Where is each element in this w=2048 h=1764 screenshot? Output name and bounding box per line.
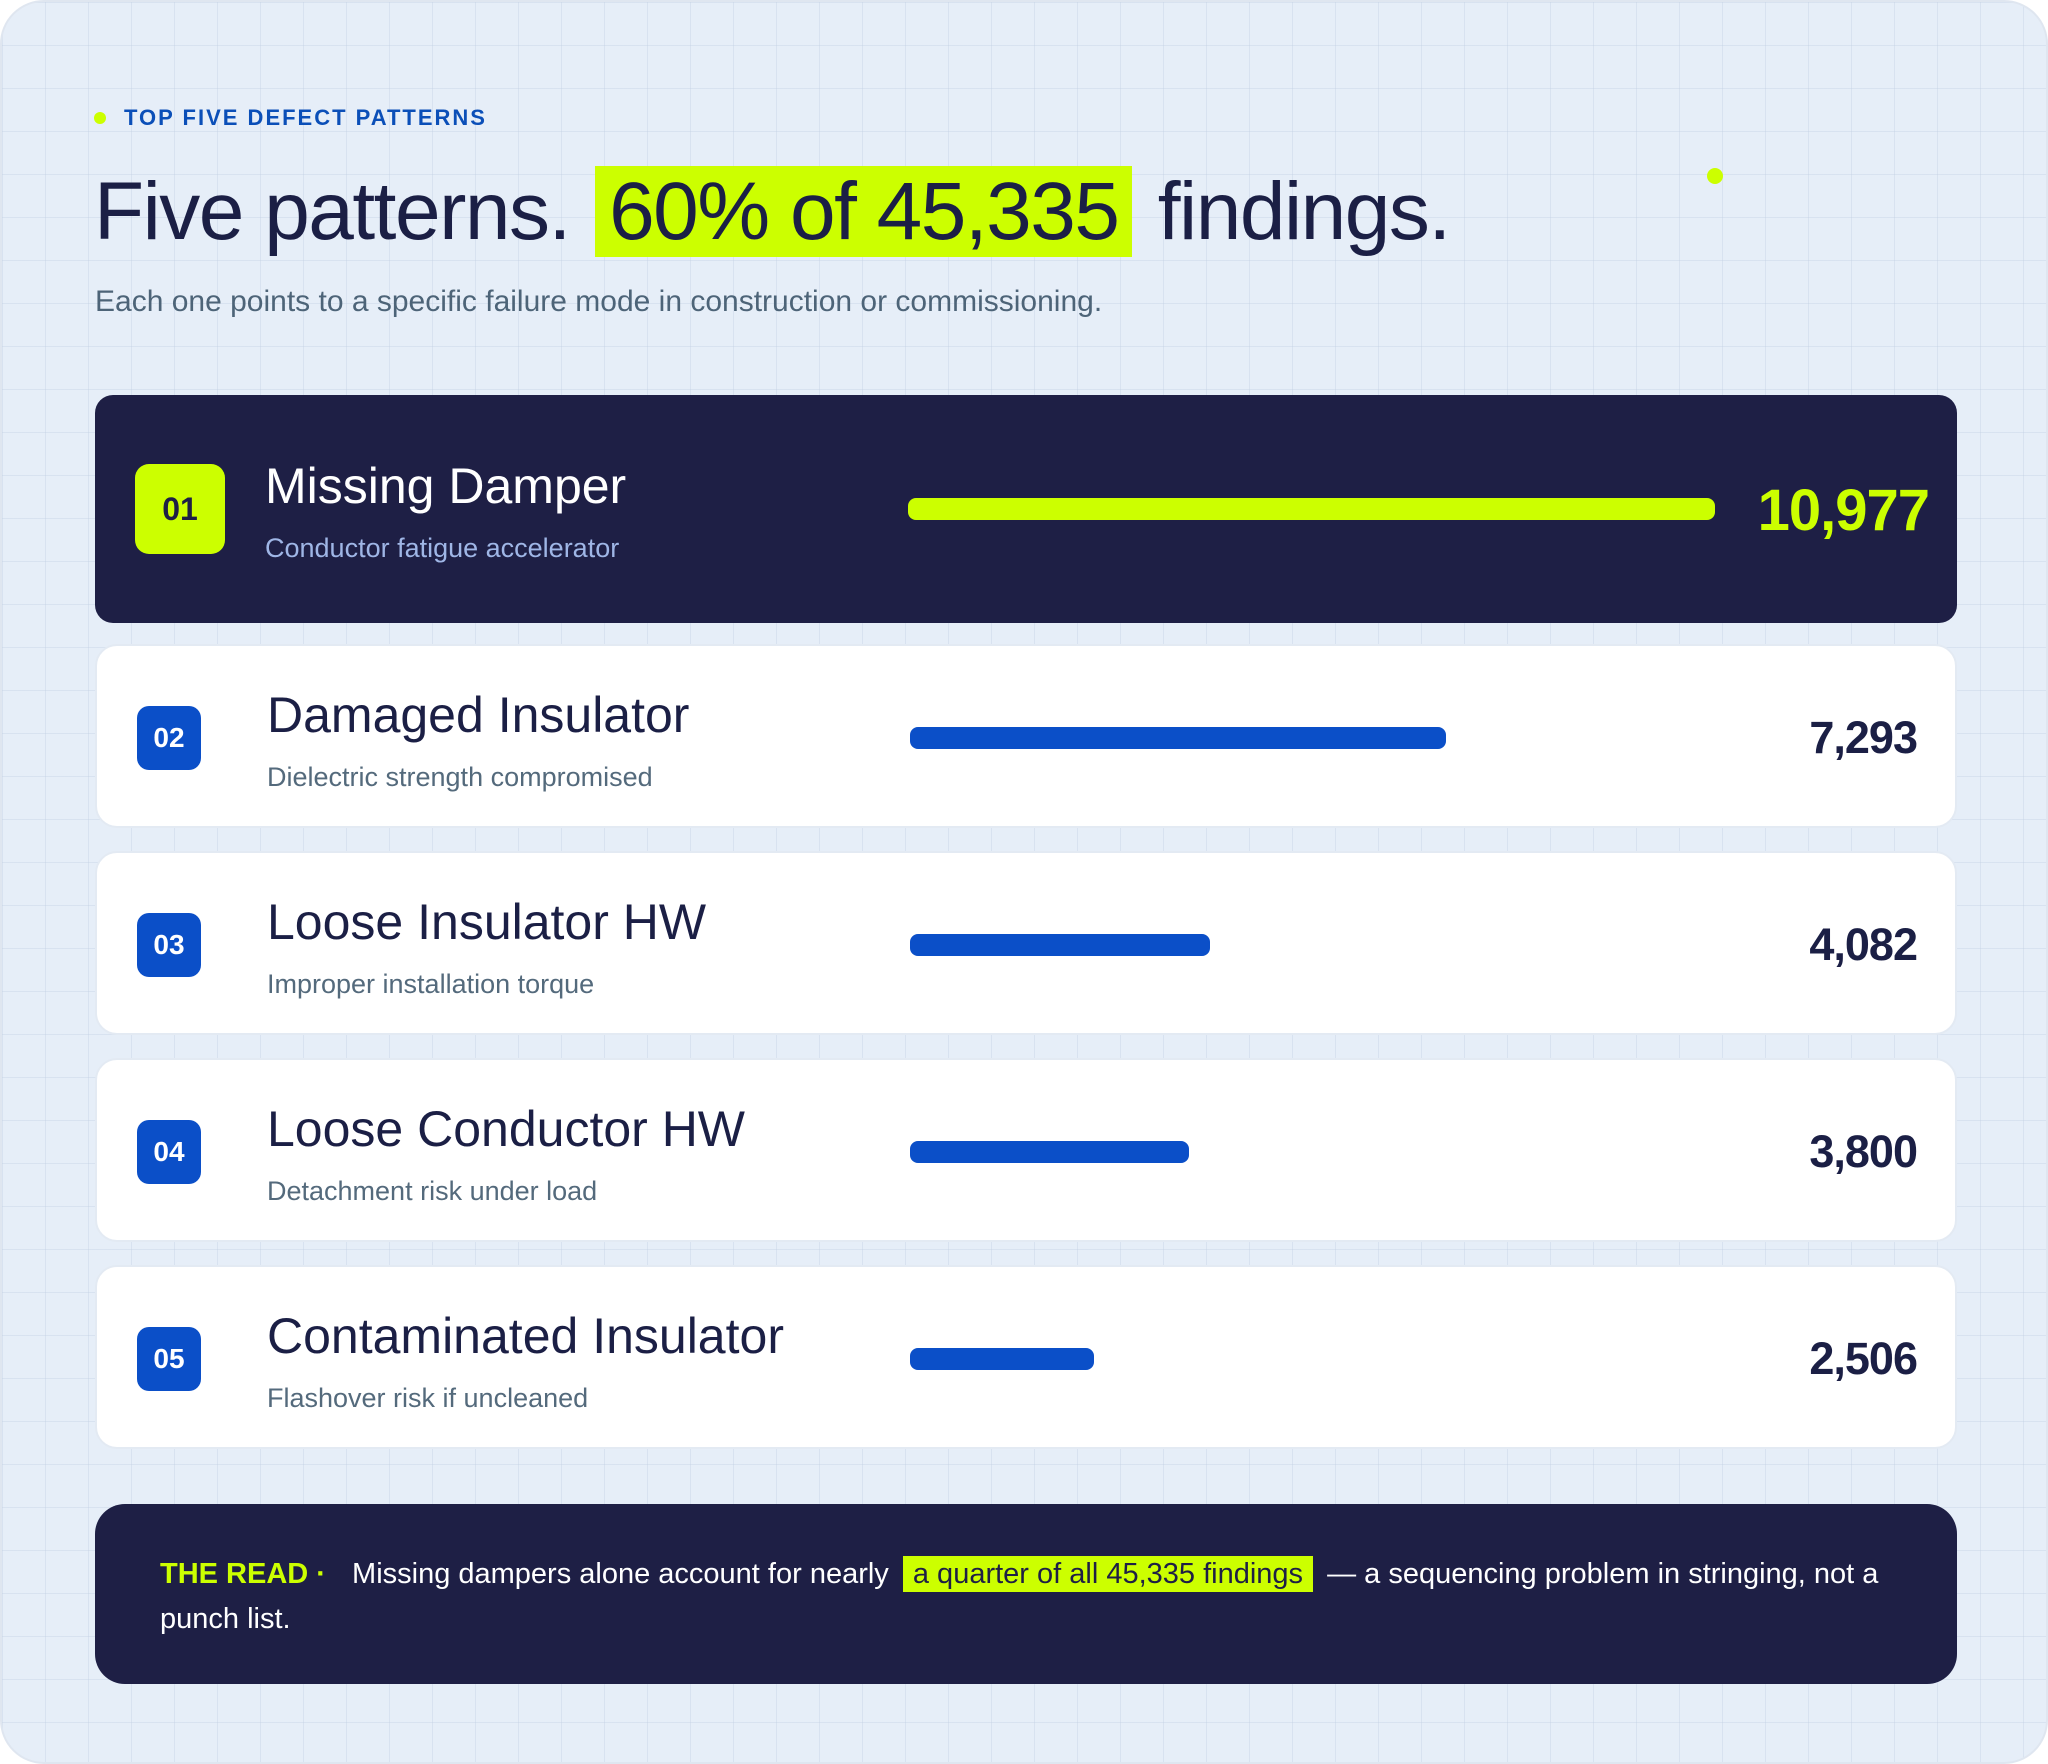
eyebrow-label: TOP FIVE DEFECT PATTERNS — [124, 105, 487, 130]
defect-count: 7,293 — [1809, 712, 1918, 763]
read-label: THE READ — [160, 1558, 309, 1590]
defect-count: 3,800 — [1809, 1126, 1918, 1177]
read-text-before: Missing dampers alone account for nearly — [352, 1558, 889, 1590]
defect-bar — [910, 1141, 1189, 1163]
rank-badge: 04 — [137, 1120, 201, 1184]
read-highlight: a quarter of all 45,335 findings — [902, 1556, 1314, 1592]
defect-row: 04 Loose Conductor HW Detachment risk unde… — [95, 1058, 1957, 1242]
defect-name: Contaminated Insulator — [267, 1308, 784, 1364]
rank-badge: 03 — [137, 913, 201, 977]
defect-bar — [910, 934, 1210, 956]
read-text-after: — a sequencing problem in stringing, not… — [160, 1558, 1879, 1635]
headline: Five patterns. 60% of 45,335 findings. — [94, 162, 1451, 262]
defect-row: 03 Loose Insulator HW Improper installatio… — [95, 851, 1957, 1035]
defect-description: Dielectric strength compromised — [267, 762, 653, 792]
rank-badge: 02 — [137, 706, 201, 770]
defect-bar — [910, 727, 1446, 749]
defect-description: Flashover risk if uncleaned — [267, 1383, 589, 1413]
defect-bar — [910, 1348, 1094, 1370]
defect-bar — [908, 498, 1715, 520]
rank-badge: 01 — [135, 464, 225, 554]
defect-description: Detachment risk under load — [267, 1176, 598, 1206]
headline-tail: findings. — [1157, 166, 1451, 257]
defect-name: Missing Damper — [265, 458, 627, 514]
headline-highlight: 60% of 45,335 — [595, 166, 1133, 257]
defect-count: 10,977 — [1757, 478, 1930, 543]
eyebrow: TOP FIVE DEFECT PATTERNS — [94, 105, 487, 131]
read-separator: · — [316, 1558, 326, 1590]
defect-name: Loose Conductor HW — [267, 1101, 746, 1157]
defect-row: 02 Damaged Insulator Dielectric strength c… — [95, 644, 1957, 828]
defect-row: 05 Contaminated Insulator Flashover risk i… — [95, 1265, 1957, 1449]
eyebrow-dot-icon — [94, 112, 106, 124]
defect-row: 01 Missing Damper Conductor fatigue accele… — [95, 395, 1957, 623]
defect-description: Improper installation torque — [267, 969, 595, 999]
decorative-dot-icon — [1707, 168, 1723, 184]
defect-count: 2,506 — [1809, 1333, 1918, 1384]
subtitle: Each one points to a specific failure mo… — [95, 285, 1103, 318]
defect-description: Conductor fatigue accelerator — [265, 533, 620, 563]
headline-lead: Five patterns. — [94, 166, 571, 257]
defect-name: Damaged Insulator — [267, 687, 690, 743]
defect-count: 4,082 — [1809, 919, 1918, 970]
the-read-callout: THE READ · Missing dampers alone account… — [95, 1504, 1957, 1684]
rank-badge: 05 — [137, 1327, 201, 1391]
defect-name: Loose Insulator HW — [267, 894, 707, 950]
